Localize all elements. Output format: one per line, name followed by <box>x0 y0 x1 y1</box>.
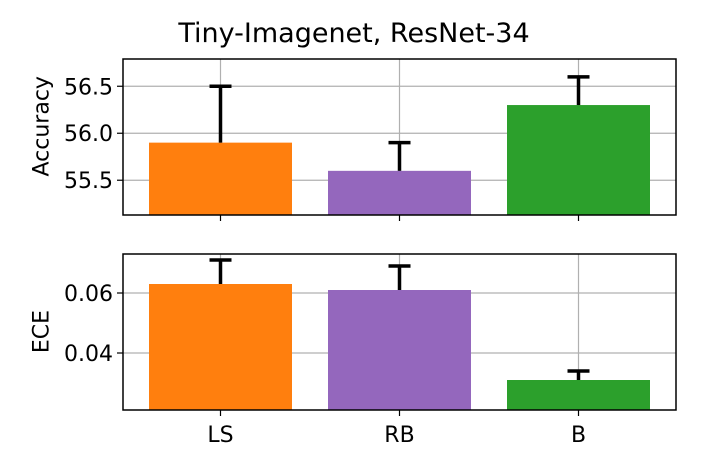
bar-b <box>507 105 650 215</box>
bar-b <box>507 380 650 410</box>
ytick-label: 56.5 <box>64 75 113 100</box>
xtick-label: B <box>571 423 586 448</box>
ytick-label: 0.06 <box>64 282 113 307</box>
xtick-label: RB <box>384 423 414 448</box>
ytick-label: 55.5 <box>64 169 113 194</box>
bar-rb <box>328 290 471 410</box>
xtick-label: LS <box>207 423 233 448</box>
chart-title: Tiny-Imagenet, ResNet-34 <box>178 18 530 49</box>
ytick-label: 0.04 <box>64 342 113 367</box>
bar-ls <box>149 142 292 215</box>
axes-frame <box>122 58 677 216</box>
axes-frame <box>122 253 677 411</box>
bar-ls <box>149 284 292 410</box>
ytick-label: 56.0 <box>64 122 113 147</box>
bar-rb <box>328 170 471 215</box>
